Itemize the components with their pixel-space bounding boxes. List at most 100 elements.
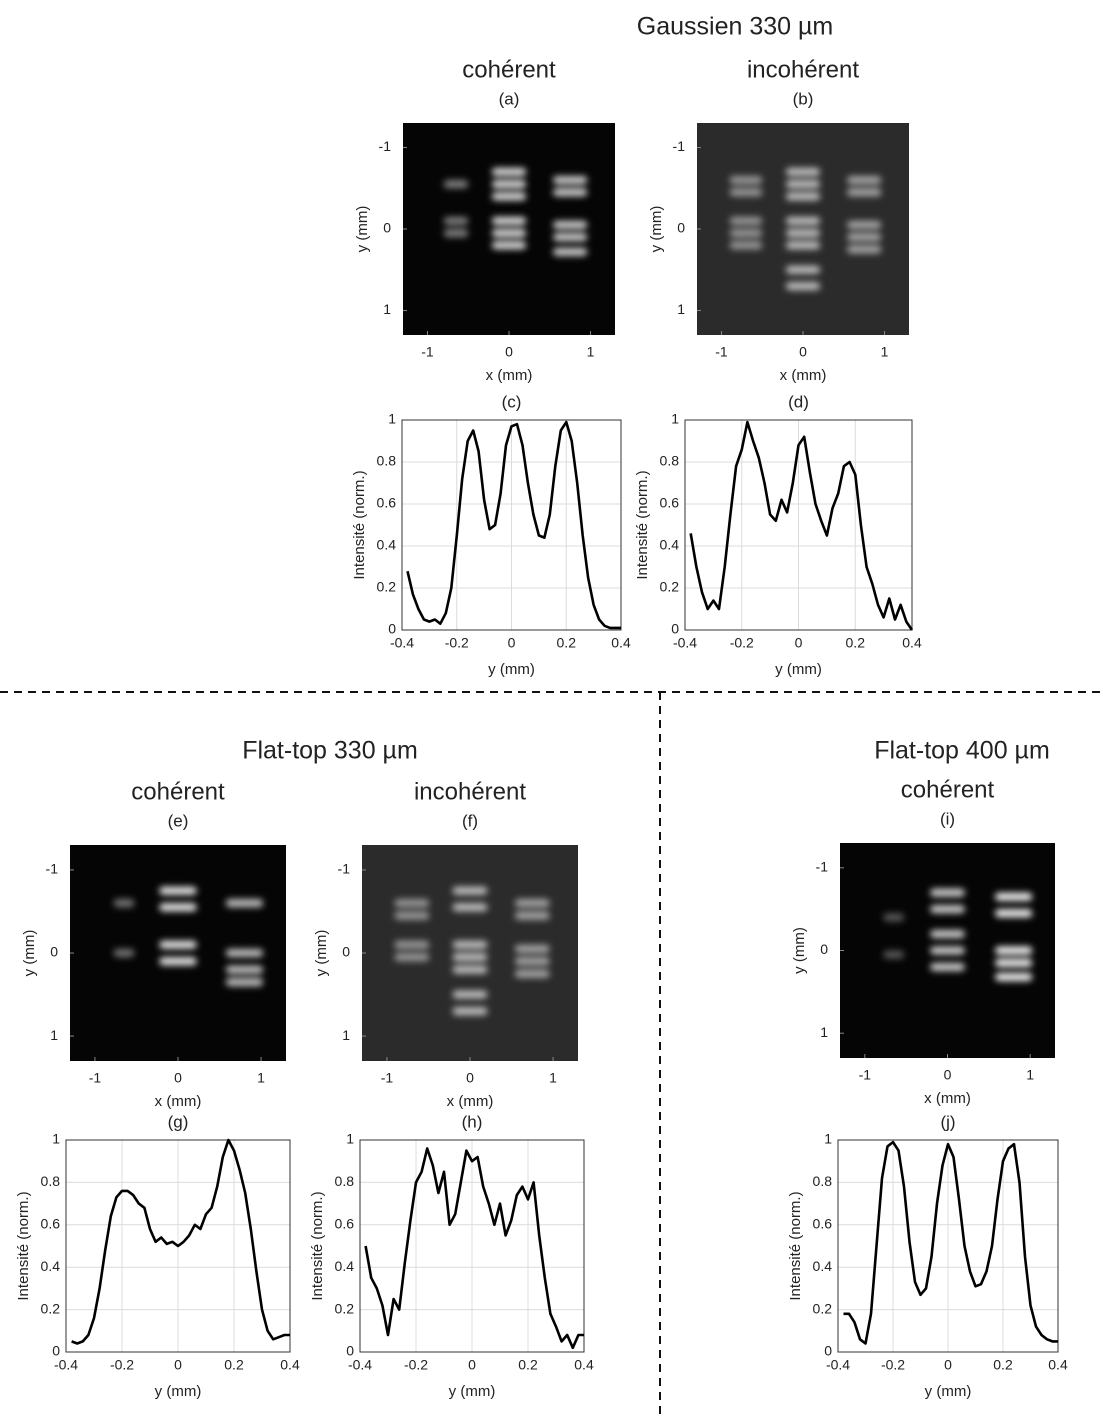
stripe <box>443 180 469 189</box>
panel-label: (g) <box>168 1112 189 1131</box>
stripe <box>159 903 197 912</box>
panel-label: (c) <box>502 392 522 411</box>
stripe <box>159 957 197 966</box>
y-tick-label: 0 <box>52 1343 60 1359</box>
image-background <box>697 123 909 335</box>
stripe <box>930 888 965 897</box>
x-axis-label: x (mm) <box>780 367 827 384</box>
x-tick-label: 1 <box>587 344 595 360</box>
y-tick-label: -1 <box>816 859 829 875</box>
y-tick-label: -1 <box>338 861 351 877</box>
x-axis-label: y (mm) <box>925 1383 972 1400</box>
x-axis-label: x (mm) <box>447 1093 494 1110</box>
stripe <box>452 903 488 912</box>
x-axis-label: x (mm) <box>155 1093 202 1110</box>
x-tick-label: 0 <box>505 344 513 360</box>
y-tick-label: 0 <box>820 941 828 957</box>
stripe <box>729 229 763 238</box>
stripe <box>930 963 965 972</box>
stripe <box>443 216 469 225</box>
section-title: Flat-top 330 µm <box>242 737 418 765</box>
panel-label: (h) <box>462 1112 483 1131</box>
image-pattern <box>443 167 588 256</box>
y-tick-label: 0.6 <box>813 1216 833 1232</box>
y-axis-label: y (mm) <box>313 930 330 977</box>
x-tick-label: -1 <box>859 1067 872 1083</box>
y-axis-label: y (mm) <box>648 206 665 253</box>
stripe <box>514 944 550 953</box>
stripe <box>847 245 882 254</box>
y-tick-label: 1 <box>677 301 685 317</box>
y-axis-label: y (mm) <box>21 930 38 977</box>
stripe <box>491 216 527 225</box>
stripe <box>847 188 882 197</box>
stripe <box>159 886 197 895</box>
stripe <box>452 953 488 962</box>
x-axis-label: y (mm) <box>775 661 822 678</box>
stripe <box>553 220 588 229</box>
x-tick-label: -1 <box>381 1070 394 1086</box>
x-tick-label: 0 <box>466 1070 474 1086</box>
x-tick-label: 0 <box>944 1067 952 1083</box>
x-tick-label: -0.4 <box>826 1357 850 1373</box>
stripe <box>514 957 550 966</box>
stripe <box>443 229 469 238</box>
stripe <box>225 899 264 908</box>
x-tick-label: -0.4 <box>390 635 414 651</box>
panel-title: cohérent <box>462 56 556 83</box>
panel-label: (d) <box>788 392 809 411</box>
plot-frame <box>684 419 913 631</box>
stripe <box>995 892 1033 901</box>
image-pattern <box>113 886 264 987</box>
y-tick-label: 0 <box>671 621 679 637</box>
y-axis-label: Intensité (norm.) <box>15 1191 32 1300</box>
stripe <box>553 233 588 242</box>
stripe <box>930 946 965 955</box>
stripe <box>995 958 1033 967</box>
y-tick-label: 1 <box>388 411 396 427</box>
stripe <box>491 192 527 201</box>
image-background <box>403 123 615 335</box>
stripe <box>491 180 527 189</box>
panel-title: cohérent <box>901 776 995 803</box>
stripe <box>729 188 763 197</box>
stripe <box>995 909 1033 918</box>
y-tick-label: 1 <box>342 1027 350 1043</box>
stripe <box>729 216 763 225</box>
y-axis-label: Intensité (norm.) <box>351 470 368 579</box>
x-tick-label: 0.4 <box>902 635 922 651</box>
y-axis-label: Intensité (norm.) <box>309 1191 326 1300</box>
stripe <box>785 180 821 189</box>
stripe <box>785 265 821 274</box>
x-tick-label: 0.2 <box>518 1357 538 1373</box>
x-axis-label: y (mm) <box>155 1383 202 1400</box>
stripe <box>452 886 488 895</box>
y-axis-label: y (mm) <box>354 206 371 253</box>
stripe <box>995 946 1033 955</box>
image <box>883 888 1033 981</box>
stripe <box>452 940 488 949</box>
x-tick-label: -0.2 <box>404 1357 428 1373</box>
stripe <box>785 216 821 225</box>
stripe <box>883 913 905 922</box>
y-tick-label: 0 <box>388 621 396 637</box>
x-tick-label: -0.2 <box>730 635 754 651</box>
plot-frame <box>401 419 622 631</box>
stripe <box>553 188 588 197</box>
x-tick-label: -1 <box>421 344 434 360</box>
panel-title: incohérent <box>747 56 859 83</box>
y-tick-label: 0 <box>342 944 350 960</box>
stripe <box>491 229 527 238</box>
line <box>689 420 914 631</box>
stripe <box>394 911 430 920</box>
x-tick-label: 0.4 <box>1048 1357 1068 1373</box>
section-title: Gaussien 330 µm <box>637 13 833 41</box>
image-pattern <box>883 888 1033 981</box>
image <box>729 167 882 291</box>
x-tick-label: 0.4 <box>611 635 631 651</box>
y-tick-label: 1 <box>383 301 391 317</box>
y-tick-label: 0.4 <box>377 537 397 553</box>
line <box>843 1140 1058 1345</box>
x-tick-label: 0 <box>174 1070 182 1086</box>
